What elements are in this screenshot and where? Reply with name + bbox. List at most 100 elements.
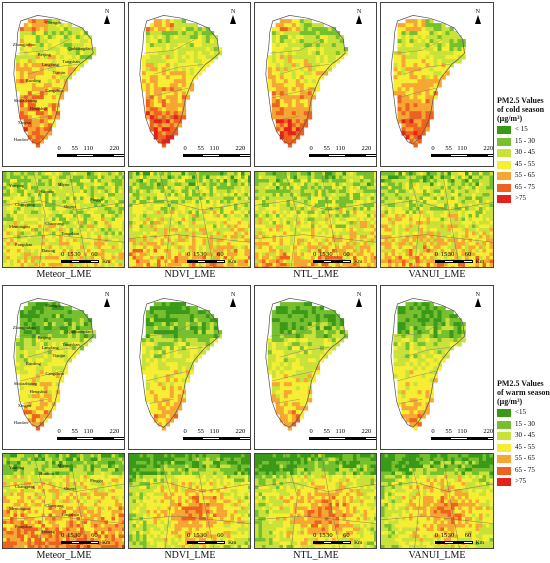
pm25-cell xyxy=(283,179,287,183)
pm25-cell xyxy=(421,51,426,56)
pm25-cell xyxy=(393,87,398,92)
pm25-cell xyxy=(419,186,424,190)
pm25-cell xyxy=(150,186,154,190)
pm25-cell xyxy=(83,31,89,36)
pm25-cell xyxy=(223,235,228,239)
pm25-cell xyxy=(230,210,235,215)
pm25-cell xyxy=(195,224,200,229)
pm25-cell xyxy=(199,214,203,218)
pm25-cell xyxy=(143,182,147,187)
pm25-cell xyxy=(241,217,245,222)
pm25-cell xyxy=(417,123,422,128)
pm25-cell xyxy=(299,35,305,40)
pm25-cell xyxy=(444,207,448,211)
pm25-cell xyxy=(174,200,179,204)
pm25-cell xyxy=(397,87,402,92)
pm25-cell xyxy=(185,200,189,204)
pm25-cell xyxy=(227,263,231,267)
pm25-cell xyxy=(433,59,438,64)
pm25-cell xyxy=(108,196,112,201)
pm25-cell xyxy=(241,193,245,197)
pm25-cell xyxy=(27,71,33,76)
pm25-cell xyxy=(136,221,140,225)
pm25-cell xyxy=(19,51,25,56)
pm25-cell xyxy=(15,75,21,80)
pm25-cell xyxy=(23,43,29,48)
pm25-cell xyxy=(27,203,32,208)
pm25-cell xyxy=(83,51,89,56)
pm25-cell xyxy=(421,31,426,36)
pm25-cell xyxy=(335,266,340,267)
pm25-cell xyxy=(234,245,238,250)
pm25-cell xyxy=(47,83,53,88)
pm25-cell xyxy=(181,39,187,44)
pm25-cell xyxy=(262,224,266,229)
pm25-cell xyxy=(59,263,63,267)
pm25-cell xyxy=(111,242,116,246)
pm25-cell xyxy=(150,266,154,267)
pm25-cell xyxy=(457,39,462,44)
pm25-cell xyxy=(409,99,414,104)
pm25-cell xyxy=(153,31,159,36)
pm25-cell xyxy=(153,175,158,180)
pm25-cell xyxy=(165,35,171,40)
pm25-cell xyxy=(321,238,326,243)
pm25-cell xyxy=(13,224,18,229)
pm25-cell xyxy=(13,179,18,183)
pm25-cell xyxy=(47,71,53,76)
pm25-cell xyxy=(402,193,406,197)
pm25-cell xyxy=(300,235,305,239)
pm25-cell xyxy=(454,196,459,201)
pm25-cell xyxy=(34,242,39,246)
pm25-cell xyxy=(441,59,446,64)
pm25-cell xyxy=(303,99,309,104)
pm25-cell xyxy=(17,193,21,197)
pm25-cell xyxy=(433,175,438,180)
pm25-cell xyxy=(153,217,158,222)
pm25-cell xyxy=(178,200,182,204)
pm25-cell xyxy=(143,189,147,194)
pm25-cell xyxy=(164,210,168,215)
pm25-cell xyxy=(367,252,371,257)
pm25-cell xyxy=(108,266,112,267)
pm25-cell xyxy=(47,35,53,40)
pm25-cell xyxy=(304,189,308,194)
pm25-cell xyxy=(437,182,441,187)
pm25-cell xyxy=(150,238,154,243)
pm25-cell xyxy=(307,231,312,236)
pm25-cell xyxy=(31,63,37,68)
pm25-cell xyxy=(370,245,375,250)
pm25-cell xyxy=(300,186,305,190)
pm25-cell xyxy=(367,245,371,250)
pm25-cell xyxy=(59,55,65,60)
pm25-cell xyxy=(87,263,91,267)
pm25-cell xyxy=(195,245,200,250)
scale-tick: 15 xyxy=(193,251,200,258)
pm25-cell xyxy=(346,172,350,176)
pm25-cell xyxy=(27,249,32,253)
pm25-cell xyxy=(269,245,273,250)
pm25-cell xyxy=(35,99,41,104)
pm25-cell xyxy=(405,87,410,92)
pm25-cell xyxy=(297,231,301,236)
pm25-cell xyxy=(283,249,287,253)
pm25-cell xyxy=(52,214,56,218)
pm25-cell xyxy=(417,95,422,100)
pm25-cell xyxy=(349,214,354,218)
pm25-cell xyxy=(262,252,266,257)
pm25-cell xyxy=(66,235,70,239)
pm25-cell xyxy=(153,182,158,187)
pm25-cell xyxy=(192,235,196,239)
pm25-cell xyxy=(405,179,410,183)
pm25-cell xyxy=(468,207,473,211)
pm25-cell xyxy=(230,224,235,229)
pm25-cell xyxy=(47,87,53,92)
pm25-cell xyxy=(34,186,39,190)
pm25-cell xyxy=(73,214,77,218)
pm25-cell xyxy=(111,224,116,229)
pm25-cell xyxy=(395,179,399,183)
pm25-cell xyxy=(458,210,462,215)
pm25-cell xyxy=(13,259,18,264)
pm25-cell xyxy=(15,83,21,88)
pm25-cell xyxy=(402,182,406,187)
